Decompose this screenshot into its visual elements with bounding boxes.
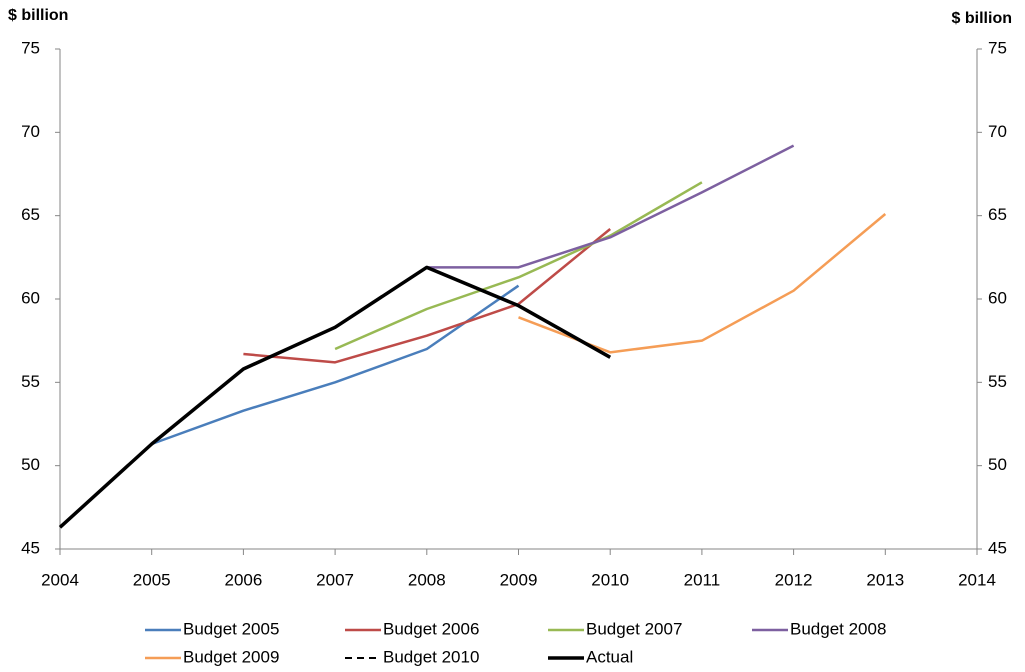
y2-tick-label: 45 bbox=[988, 538, 1007, 557]
legend-label: Budget 2005 bbox=[183, 619, 279, 638]
x-tick-label: 2008 bbox=[408, 570, 446, 589]
y2-tick-label: 65 bbox=[988, 205, 1007, 224]
y-tick-label: 75 bbox=[21, 38, 40, 57]
y-tick-label: 65 bbox=[21, 205, 40, 224]
x-tick-label: 2005 bbox=[133, 570, 171, 589]
legend-label: Budget 2006 bbox=[383, 619, 479, 638]
y2-tick-label: 55 bbox=[988, 372, 1007, 391]
y-tick-label: 60 bbox=[21, 288, 40, 307]
x-tick-label: 2012 bbox=[775, 570, 813, 589]
legend-label: Budget 2007 bbox=[586, 619, 682, 638]
legend-label: Budget 2009 bbox=[183, 647, 279, 666]
x-tick-label: 2010 bbox=[591, 570, 629, 589]
y2-tick-label: 75 bbox=[988, 38, 1007, 57]
legend-label: Budget 2008 bbox=[790, 619, 886, 638]
y-tick-label: 50 bbox=[21, 455, 40, 474]
series-line bbox=[151, 284, 520, 446]
legend-label: Budget 2010 bbox=[383, 647, 479, 666]
y2-tick-label: 50 bbox=[988, 455, 1007, 474]
x-tick-label: 2011 bbox=[684, 570, 721, 589]
y-axis-label: $ billion bbox=[8, 7, 68, 24]
series-line bbox=[58, 265, 612, 529]
x-tick-label: 2006 bbox=[224, 570, 262, 589]
series-line bbox=[518, 213, 887, 354]
y-tick-label: 70 bbox=[21, 122, 40, 141]
y-tick-label: 55 bbox=[21, 372, 40, 391]
x-tick-label: 2013 bbox=[866, 570, 904, 589]
x-tick-label: 2014 bbox=[958, 570, 996, 589]
y2-tick-label: 60 bbox=[988, 288, 1007, 307]
series-line bbox=[426, 144, 795, 269]
x-tick-label: 2004 bbox=[41, 570, 79, 589]
y-tick-label: 45 bbox=[21, 538, 40, 557]
x-tick-label: 2009 bbox=[500, 570, 538, 589]
series-line bbox=[243, 228, 611, 364]
series-line bbox=[334, 181, 703, 351]
y2-axis-label: $ billion bbox=[952, 10, 1012, 27]
x-tick-label: 2007 bbox=[316, 570, 354, 589]
y2-tick-label: 70 bbox=[988, 122, 1007, 141]
legend-label: Actual bbox=[586, 647, 633, 666]
